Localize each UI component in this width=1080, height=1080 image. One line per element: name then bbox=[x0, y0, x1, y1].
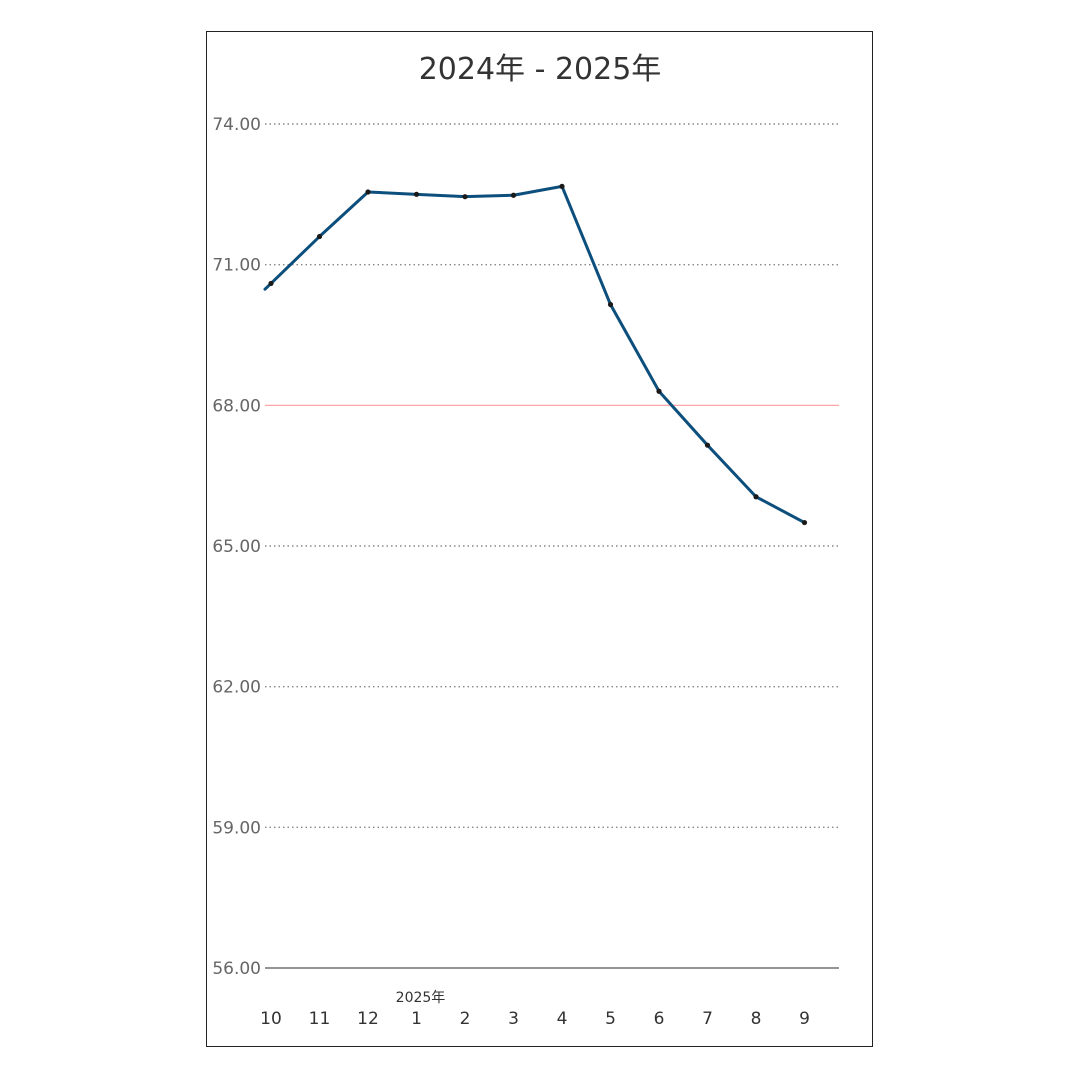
x-tick-label: 8 bbox=[751, 1009, 762, 1029]
data-point bbox=[413, 191, 420, 197]
x-group-label: 2025年 bbox=[396, 990, 446, 1006]
data-point bbox=[316, 233, 323, 240]
y-axis: 74.00 71.00 68.00 65.00 62.00 59.00 56.00 bbox=[212, 115, 261, 979]
data-point bbox=[365, 189, 371, 195]
x-tick-label: 6 bbox=[654, 1009, 665, 1029]
x-tick-label: 7 bbox=[702, 1009, 713, 1029]
y-tick-label: 56.00 bbox=[212, 959, 261, 979]
data-point bbox=[753, 494, 759, 500]
data-point bbox=[268, 280, 274, 287]
y-tick-label: 74.00 bbox=[212, 115, 261, 135]
y-tick-label: 71.00 bbox=[212, 256, 261, 276]
chart-frame: 2024年 - 2025年 74.00 71.00 68.00 65.00 62.00 5… bbox=[206, 31, 873, 1047]
y-tick-label: 59.00 bbox=[212, 818, 261, 838]
x-tick-label: 3 bbox=[508, 1009, 519, 1029]
x-tick-label: 9 bbox=[799, 1009, 810, 1029]
x-tick-label: 12 bbox=[357, 1009, 379, 1029]
data-point bbox=[656, 388, 662, 394]
y-tick-label: 65.00 bbox=[212, 537, 261, 557]
x-tick-label: 5 bbox=[605, 1009, 616, 1029]
data-point bbox=[462, 194, 468, 200]
series-line bbox=[263, 184, 806, 525]
x-tick-label: 11 bbox=[309, 1009, 331, 1029]
series-group bbox=[263, 183, 808, 526]
line-chart: 2024年 - 2025年 74.00 71.00 68.00 65.00 62.00 5… bbox=[212, 52, 839, 1029]
chart-title: 2024年 - 2025年 bbox=[419, 52, 662, 87]
y-tick-label: 68.00 bbox=[212, 396, 261, 416]
data-point bbox=[510, 192, 517, 198]
data-point bbox=[704, 442, 711, 448]
x-tick-label: 1 bbox=[411, 1009, 422, 1029]
x-tick-label: 10 bbox=[260, 1009, 282, 1029]
data-point bbox=[801, 519, 808, 526]
gridlines bbox=[265, 123, 839, 969]
x-tick-label: 4 bbox=[557, 1009, 568, 1029]
data-point bbox=[559, 183, 565, 189]
y-tick-label: 62.00 bbox=[212, 678, 261, 698]
data-point bbox=[607, 301, 614, 308]
x-tick-label: 2 bbox=[460, 1009, 471, 1029]
